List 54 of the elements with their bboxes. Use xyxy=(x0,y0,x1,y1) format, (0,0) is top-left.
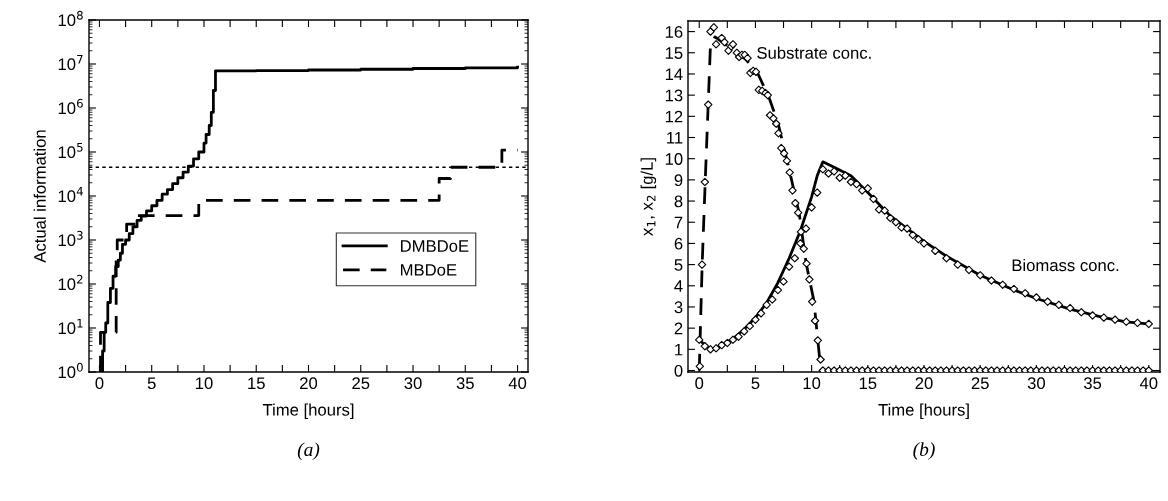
y-tick-label: 12 xyxy=(665,110,683,123)
y-tick-label: 10$^{8}$ xyxy=(58,10,83,27)
y-tick-label: 2 xyxy=(674,322,683,335)
y-tick-label: 10$^{0}$ xyxy=(58,362,83,379)
y-tick-label: 10$^{4}$ xyxy=(58,187,83,203)
x-tick-label: 0 xyxy=(95,377,104,390)
x-tick-label: 15 xyxy=(859,377,877,390)
y-tick-label: 16 xyxy=(665,25,683,38)
text: (a) xyxy=(297,442,320,461)
x-tick-label: 20 xyxy=(915,377,933,390)
y-tick-label: 8 xyxy=(674,195,683,208)
y-tick-label: 10 xyxy=(665,153,683,165)
x-tick-label: 5 xyxy=(147,377,156,390)
x-tick-label: 10 xyxy=(803,377,821,390)
x-tick-label: 40 xyxy=(1139,377,1158,390)
y-tick-label: 10$^{5}$ xyxy=(58,143,83,159)
y-tick-label: 14 xyxy=(665,68,683,80)
y-tick-label: 10$^{2}$ xyxy=(58,274,83,291)
y-axis-title: Actual information xyxy=(33,130,46,263)
y-tick-label: 15 xyxy=(665,47,683,59)
y-tick-label: 4 xyxy=(674,280,683,292)
y-tick-label: 10$^{6}$ xyxy=(58,98,83,115)
text: (b) xyxy=(913,442,935,460)
x-tick-label: 25 xyxy=(352,377,370,390)
x-tick-label: 5 xyxy=(751,377,760,390)
y-tick-label: 9 xyxy=(674,174,683,187)
x-axis-title: Time [hours] xyxy=(262,403,354,420)
annotation: Substrate conc. xyxy=(757,46,871,59)
x-tick-label: 35 xyxy=(456,377,474,390)
y-tick-label: 10$^{1}$ xyxy=(58,319,83,335)
legend-label: MBDoE xyxy=(401,264,457,276)
x-tick-label: 20 xyxy=(300,377,318,390)
x-tick-label: 15 xyxy=(248,377,265,390)
y-tick-label: 0 xyxy=(674,364,683,377)
y-tick-label: 7 xyxy=(674,216,683,229)
y-tick-label: 1 xyxy=(675,343,683,356)
x-axis-title: Time [hours] xyxy=(878,403,969,420)
y-axis-title: x$_{1}$, x$_{2}$ [g/L] xyxy=(640,158,657,236)
y-tick-label: 10$^{7}$ xyxy=(58,55,83,71)
y-tick-label: 11 xyxy=(667,132,683,144)
x-tick-label: 35 xyxy=(1083,377,1102,390)
y-tick-label: 6 xyxy=(674,237,683,250)
y-tick-label: 10$^{3}$ xyxy=(58,230,83,247)
y-tick-label: 5 xyxy=(674,259,683,271)
x-tick-label: 25 xyxy=(971,377,989,390)
annotation: Biomass conc. xyxy=(1012,258,1119,272)
legend-label: DMBDoE xyxy=(401,240,469,252)
x-tick-label: 10 xyxy=(195,377,213,390)
x-tick-label: 30 xyxy=(1027,377,1045,390)
y-tick-label: 3 xyxy=(674,301,683,314)
y-tick-label: 13 xyxy=(665,89,683,102)
x-tick-label: 40 xyxy=(508,377,527,390)
x-tick-label: 0 xyxy=(695,377,704,390)
x-tick-label: 30 xyxy=(404,377,422,390)
